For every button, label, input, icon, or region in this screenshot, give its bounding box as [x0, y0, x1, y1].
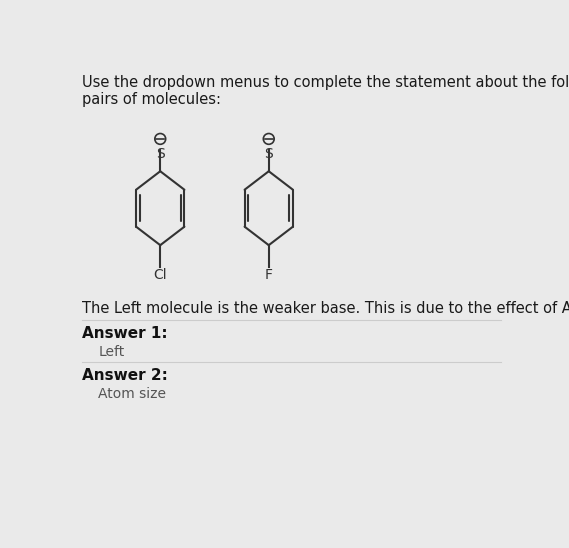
Text: The Left molecule is the weaker base. This is due to the effect of Atom size .: The Left molecule is the weaker base. Th… — [82, 301, 569, 316]
Text: Answer 1:: Answer 1: — [82, 326, 168, 341]
Text: Atom size: Atom size — [98, 387, 166, 401]
Text: S: S — [156, 147, 164, 161]
Text: Left: Left — [98, 345, 125, 358]
Text: Use the dropdown menus to complete the statement about the following
pairs of mo: Use the dropdown menus to complete the s… — [82, 75, 569, 107]
Text: Cl: Cl — [154, 269, 167, 282]
Text: Answer 2:: Answer 2: — [82, 368, 168, 384]
Text: F: F — [265, 269, 273, 282]
Text: S: S — [265, 147, 273, 161]
